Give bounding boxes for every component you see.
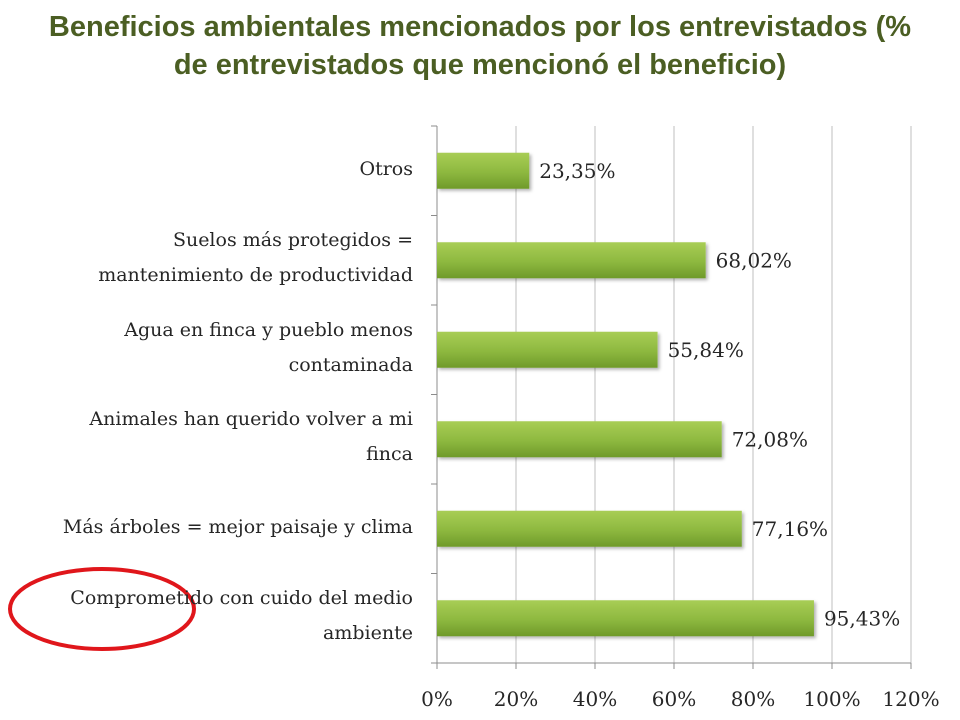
x-tick-labels: 0% 20% 40% 60% 80% 100% 120% bbox=[421, 687, 939, 711]
bars bbox=[437, 152, 814, 637]
data-label: 68,02% bbox=[716, 248, 792, 272]
bar bbox=[437, 152, 530, 189]
chart-title: Beneficios ambientales mencionados por l… bbox=[0, 8, 960, 84]
category-label-line: Agua en finca y pueblo menos bbox=[124, 318, 413, 341]
x-tick-label: 20% bbox=[494, 687, 538, 711]
category-label: Más árboles = mejor paisaje y clima bbox=[3, 510, 413, 545]
category-label: Otros bbox=[3, 152, 413, 187]
bar bbox=[437, 510, 742, 547]
x-tick-label: 100% bbox=[803, 687, 860, 711]
category-label-line: Otros bbox=[359, 158, 413, 181]
bar bbox=[437, 421, 722, 458]
value-labels: 23,35% 68,02% 55,84% 72,08% 77,16% 95,43% bbox=[539, 159, 900, 631]
gridlines bbox=[515, 126, 912, 663]
x-tick-label: 0% bbox=[421, 687, 453, 711]
category-label-line: contaminada bbox=[288, 353, 413, 376]
category-label: Animales han querido volver a mi finca bbox=[3, 402, 413, 472]
chart-title-line-2: de entrevistados que mencionó el benefic… bbox=[173, 49, 787, 81]
category-label: Suelos más protegidos = mantenimiento de … bbox=[3, 223, 413, 293]
data-label: 72,08% bbox=[732, 427, 808, 451]
data-label: 23,35% bbox=[539, 159, 615, 183]
category-label-line: Animales han querido volver a mi bbox=[89, 408, 413, 431]
category-label-line: ambiente bbox=[323, 622, 413, 645]
axes bbox=[431, 125, 912, 669]
category-label-line: Suelos más protegidos = bbox=[172, 229, 413, 252]
bar bbox=[437, 242, 706, 279]
x-tick-label: 80% bbox=[731, 687, 775, 711]
bar bbox=[437, 331, 658, 368]
data-label: 95,43% bbox=[824, 606, 900, 630]
bar bbox=[437, 600, 814, 637]
x-tick-label: 40% bbox=[573, 687, 617, 711]
chart-title-line-1: Beneficios ambientales mencionados por l… bbox=[48, 11, 912, 43]
category-label-line: finca bbox=[366, 443, 413, 466]
category-label-line: mantenimiento de productividad bbox=[98, 264, 413, 287]
data-label: 55,84% bbox=[668, 338, 744, 362]
category-label: Agua en finca y pueblo menos contaminada bbox=[3, 313, 413, 383]
x-tick-label: 60% bbox=[652, 687, 696, 711]
x-tick-label: 120% bbox=[882, 687, 939, 711]
highlight-circle bbox=[8, 567, 196, 651]
category-label-line: Más árboles = mejor paisaje y clima bbox=[62, 516, 413, 539]
data-label: 77,16% bbox=[752, 517, 828, 541]
category-label: Comprometido con cuido del medio ambiente bbox=[3, 581, 413, 651]
category-label-line: Comprometido con cuido del medio bbox=[70, 587, 413, 610]
